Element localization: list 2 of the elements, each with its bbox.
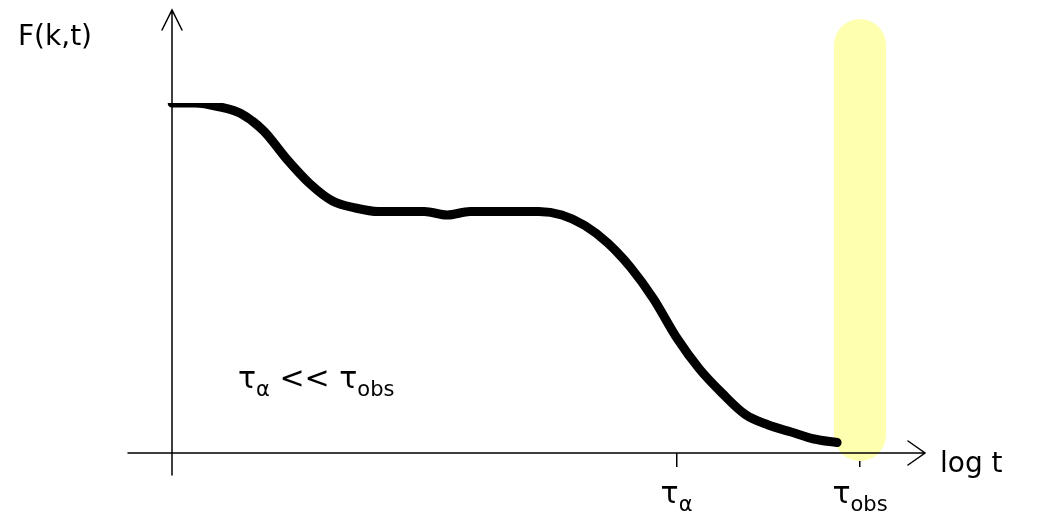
x-axis-title: log t: [940, 446, 1003, 479]
y-axis-title: F(k,t): [18, 19, 93, 52]
